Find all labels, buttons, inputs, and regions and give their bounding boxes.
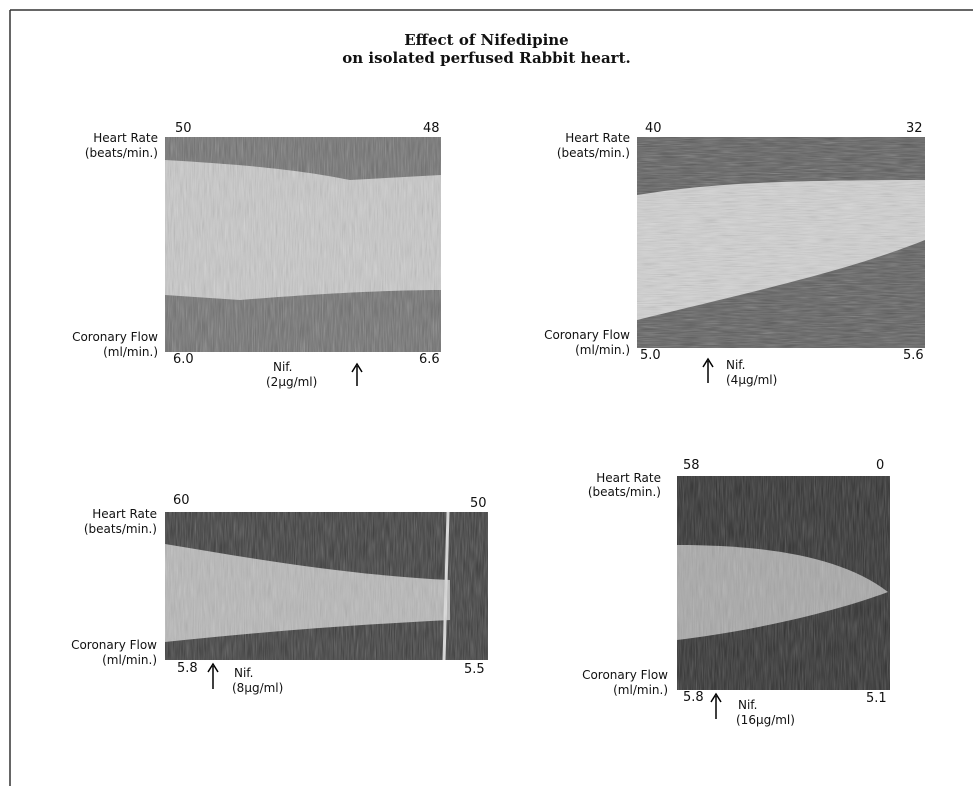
coronary-flow-end: 5.1: [866, 692, 887, 706]
coronary-flow-start: 5.8: [177, 662, 198, 676]
heart-rate-unit: (beats/min.): [84, 522, 157, 536]
drug-label: Nif.: [726, 358, 745, 372]
heart-rate-label: Heart Rate: [565, 131, 630, 145]
drug-dose: (2μg/ml): [266, 375, 317, 389]
coronary-flow-label: Coronary Flow: [71, 638, 157, 652]
coronary-flow-unit: (ml/min.): [102, 653, 157, 667]
recording-texture: [677, 476, 890, 690]
heart-rate-start: 50: [175, 122, 192, 136]
heart-rate-end: 48: [423, 122, 440, 136]
heart-rate-start: 40: [645, 122, 662, 136]
coronary-flow-unit: (ml/min.): [575, 343, 630, 357]
heart-rate-label: Heart Rate: [92, 507, 157, 521]
drug-label: Nif.: [738, 698, 757, 712]
coronary-flow-start: 5.8: [683, 691, 704, 705]
drug-dose: (4μg/ml): [726, 373, 777, 387]
heart-rate-unit: (beats/min.): [85, 146, 158, 160]
heart-rate-start: 58: [683, 459, 700, 473]
title-line: Effect of Nifedipine: [0, 31, 973, 49]
heart-rate-end: 0: [876, 459, 884, 473]
heart-rate-end: 50: [470, 497, 487, 511]
heart-rate-label: Heart Rate: [596, 471, 661, 485]
coronary-flow-label: Coronary Flow: [72, 330, 158, 344]
title-line: on isolated perfused Rabbit heart.: [0, 49, 973, 67]
figure-graphics: [0, 0, 973, 786]
heart-rate-unit: (beats/min.): [588, 485, 661, 499]
recording-texture: [637, 137, 925, 348]
heart-rate-label: Heart Rate: [93, 131, 158, 145]
heart-rate-start: 60: [173, 494, 190, 508]
coronary-flow-label: Coronary Flow: [582, 668, 668, 682]
recording-texture: [165, 137, 441, 352]
coronary-flow-unit: (ml/min.): [613, 683, 668, 697]
heart-rate-unit: (beats/min.): [557, 146, 630, 160]
coronary-flow-start: 5.0: [640, 349, 661, 363]
coronary-flow-start: 6.0: [173, 353, 194, 367]
heart-rate-end: 32: [906, 122, 923, 136]
drug-label: Nif.: [273, 360, 292, 374]
drug-label: Nif.: [234, 666, 253, 680]
coronary-flow-end: 6.6: [419, 353, 440, 367]
recording-texture: [165, 512, 488, 660]
page: Effect of Nifedipine on isolated perfuse…: [0, 0, 973, 786]
coronary-flow-unit: (ml/min.): [103, 345, 158, 359]
drug-dose: (8μg/ml): [232, 681, 283, 695]
coronary-flow-end: 5.5: [464, 663, 485, 677]
coronary-flow-label: Coronary Flow: [544, 328, 630, 342]
coronary-flow-end: 5.6: [903, 349, 924, 363]
drug-dose: (16μg/ml): [736, 713, 795, 727]
